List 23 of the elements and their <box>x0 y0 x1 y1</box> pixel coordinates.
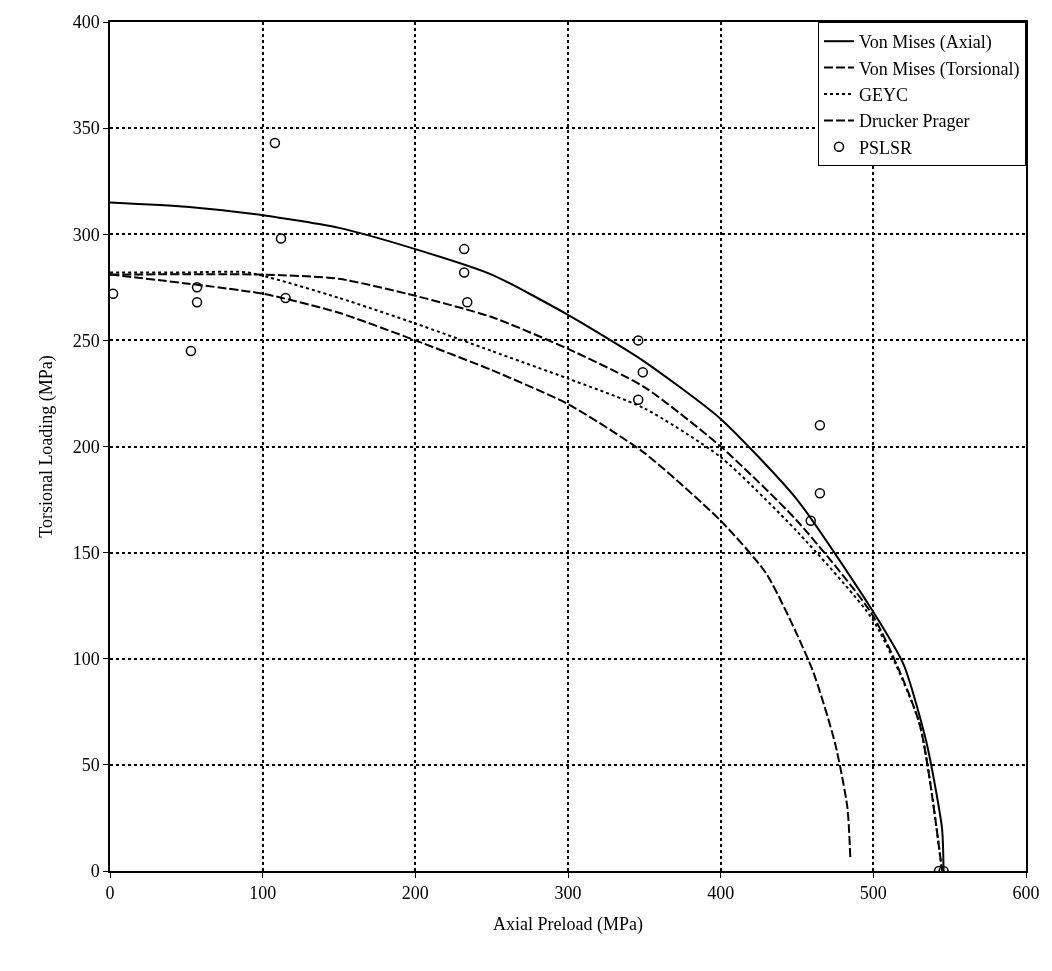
y-tick-label: 400 <box>72 12 100 33</box>
legend-label: Von Mises (Torsional) <box>859 58 1020 80</box>
legend-label: GEYC <box>859 85 908 106</box>
y-tick-label: 0 <box>90 861 100 882</box>
y-tick-label: 350 <box>72 118 100 139</box>
legend-label: PSLSR <box>859 137 913 158</box>
x-tick-label: 100 <box>249 883 277 904</box>
y-tick-label: 150 <box>72 542 100 563</box>
x-tick-label: 300 <box>554 883 582 904</box>
x-tick-label: 600 <box>1012 883 1040 904</box>
y-tick-label: 50 <box>81 755 100 776</box>
x-tick-label: 0 <box>105 883 115 904</box>
y-tick-label: 100 <box>72 649 100 670</box>
x-tick-label: 400 <box>707 883 735 904</box>
y-tick-label: 250 <box>72 330 100 351</box>
y-tick-label: 200 <box>72 436 100 457</box>
legend-label: Von Mises (Axial) <box>859 32 992 54</box>
y-tick-label: 300 <box>72 224 100 245</box>
x-axis-title: Axial Preload (MPa) <box>493 913 643 935</box>
x-tick-label: 500 <box>859 883 887 904</box>
x-tick-label: 200 <box>401 883 429 904</box>
y-axis-title: Torsional Loading (MPa) <box>36 355 58 538</box>
legend-label: Drucker Prager <box>859 111 970 132</box>
